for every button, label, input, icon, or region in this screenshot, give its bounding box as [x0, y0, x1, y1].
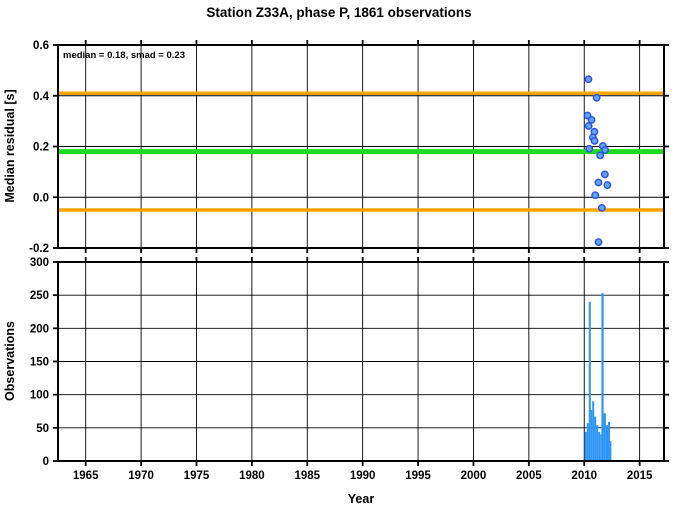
data-point: [591, 191, 600, 200]
histogram-bar: [608, 421, 611, 461]
x-tick-label: 2000: [461, 470, 487, 482]
x-tick-label: 2015: [627, 470, 653, 482]
data-point: [601, 146, 609, 154]
x-tick-label: 1975: [184, 470, 210, 482]
histogram-bar: [584, 431, 587, 461]
x-axis-label: Year: [348, 492, 375, 506]
data-point: [600, 170, 609, 179]
x-tick-label: 1995: [405, 470, 431, 482]
histogram-bar: [594, 416, 597, 461]
data-point: [584, 122, 593, 130]
y-tick-label: 0.0: [33, 192, 49, 204]
figure-title: Station Z33A, phase P, 1861 observations: [206, 5, 471, 20]
y-tick-label: 0.2: [33, 142, 49, 154]
x-tick-label: 1990: [350, 470, 376, 482]
histogram-bar: [592, 401, 595, 461]
data-point: [587, 115, 596, 124]
y-tick-label: 0.4: [33, 91, 50, 103]
observations-panel: 0 50 100 150 200 250 300 1965 1970 1975 1980 1985 19…: [30, 257, 669, 482]
stats-annotation: median = 0.18, smad = 0.23: [63, 50, 185, 61]
data-point: [592, 93, 601, 102]
histogram-bar: [601, 293, 604, 461]
data-point: [597, 204, 606, 212]
scatter-points: [583, 75, 612, 247]
y-tick-label: 0: [43, 456, 49, 468]
y-tick-label: -0.2: [29, 243, 49, 255]
histogram-bar: [598, 431, 601, 461]
x-tick-label: 1980: [239, 470, 265, 482]
x-tick-label: 1965: [73, 470, 99, 482]
data-point: [594, 178, 603, 187]
gridlines: [58, 262, 664, 461]
x-tick-label: 1985: [294, 470, 320, 482]
median-residual-panel: -0.2 0.0 0.2 0.4 0.6: [29, 40, 669, 255]
data-point: [590, 137, 599, 145]
tick-marks: [53, 40, 669, 253]
y-tick-label: 250: [30, 290, 49, 302]
y-tick-label: 0.6: [33, 40, 49, 52]
y-tick-label: 100: [30, 390, 49, 402]
y-tick-label: 150: [30, 357, 49, 369]
histogram-bar: [596, 425, 599, 461]
y-tick-label: 50: [36, 423, 49, 435]
data-point: [603, 181, 612, 189]
y-tick-label: 200: [30, 323, 49, 335]
histogram-bar: [610, 441, 612, 461]
y-axis-label-residual: Median residual [s]: [3, 89, 17, 202]
data-point: [584, 75, 593, 84]
histogram-bar: [600, 434, 602, 461]
y-tick-label: 300: [30, 257, 49, 269]
histogram-bar: [605, 425, 609, 461]
x-tick-label: 2010: [571, 470, 597, 482]
x-tick-label: 2005: [516, 470, 542, 482]
histogram-bars: [584, 293, 612, 461]
tick-marks: [53, 257, 669, 466]
histogram-bar: [588, 301, 591, 461]
y-axis-label-observations: Observations: [3, 321, 17, 401]
data-point: [596, 151, 605, 160]
histogram-bar: [590, 409, 593, 461]
gridlines: [58, 45, 664, 248]
x-tick-label: 1970: [128, 470, 154, 482]
data-point: [594, 238, 603, 247]
histogram-bar: [586, 423, 589, 461]
histogram-bar: [603, 413, 606, 461]
data-point: [585, 144, 594, 153]
